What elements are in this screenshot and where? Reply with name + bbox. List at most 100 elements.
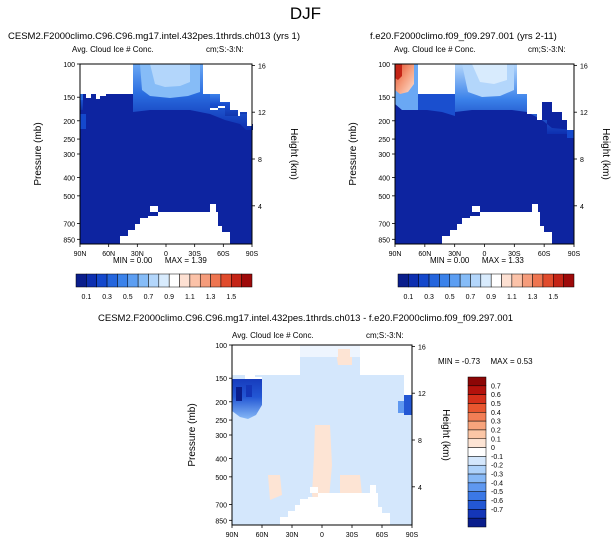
height-ticks-top-left: 16 12 8 4: [252, 63, 266, 211]
colorbar-swatch: [467, 438, 487, 448]
pressure-tick-label: 150: [378, 95, 390, 102]
colorbar-label: 0.6: [491, 392, 501, 399]
colorbar-label: 0.3: [102, 294, 112, 301]
colorbar-swatch: [467, 509, 487, 519]
colorbar-swatch: [137, 273, 149, 288]
units-label-right: cm;S:-3:N:: [528, 45, 566, 54]
height-tick-label: 8: [418, 438, 422, 445]
colorbar-swatch: [459, 273, 471, 288]
lat-tick-label: 0: [164, 251, 168, 258]
lat-tick-label: 90N: [389, 251, 402, 258]
colorbar-label: 1.1: [185, 294, 195, 301]
colorbar-swatch: [96, 273, 108, 288]
colorbar-label: -0.1: [491, 454, 503, 461]
height-tick-label: 12: [418, 391, 426, 398]
lat-ticks-diff: 90N 60N 30N 0 30S 60S 90S: [226, 525, 419, 539]
pressure-axis-label: Pressure (mb): [33, 122, 44, 185]
colorbar-swatch: [467, 403, 487, 413]
lat-tick-label: 30N: [286, 532, 299, 539]
height-axis-label: Height (km): [288, 128, 299, 180]
max-value: 0.53: [516, 357, 533, 366]
colorbar-label: -0.4: [491, 480, 503, 487]
colorbar-swatch: [467, 420, 487, 431]
height-tick-label: 4: [418, 485, 422, 492]
colorbar-label: 0.3: [491, 419, 501, 426]
pressure-tick-label: 500: [215, 475, 227, 482]
height-tick-label: 16: [258, 63, 266, 70]
height-tick-label: 16: [580, 63, 588, 70]
colorbar-swatch: [75, 273, 87, 288]
lat-tick-label: 90S: [246, 251, 259, 258]
colorbar-swatch: [418, 273, 430, 288]
plot-difference: 100 150 200 250 300 400 500 700 850 90N 60N 30N 0 30…: [187, 343, 451, 539]
height-tick-label: 8: [580, 157, 584, 164]
colorbar-swatch: [467, 385, 487, 395]
pressure-tick-label: 200: [378, 119, 390, 126]
pressure-tick-label: 250: [215, 418, 227, 425]
max-label: MAX =: [164, 256, 190, 265]
colorbar-swatch: [521, 273, 533, 288]
height-tick-label: 12: [580, 110, 588, 117]
min-value: 0.00: [453, 256, 470, 265]
pressure-tick-label: 850: [215, 518, 227, 525]
height-axis-label: Height (km): [600, 128, 611, 180]
colorbar-label: 0.3: [424, 294, 434, 301]
min-label: MIN =: [438, 357, 460, 366]
plot-top-left: 100 150 200 250 300 400 500 700 850 90N 60N 30N 0 30…: [33, 62, 299, 258]
colorbar-label: 0.7: [144, 294, 154, 301]
pressure-tick-label: 100: [63, 62, 75, 69]
colorbar-swatch: [117, 273, 129, 288]
height-axis-label: Height (km): [440, 409, 451, 461]
colorbar-swatch: [467, 456, 487, 466]
lat-tick-label: 30S: [508, 251, 521, 258]
colorbar-swatch: [467, 517, 487, 528]
colorbar-swatch: [408, 273, 419, 288]
max-label: MAX =: [490, 357, 515, 366]
height-ticks-top-right: 16 12 8 4: [574, 63, 588, 211]
pressure-tick-label: 400: [378, 176, 390, 183]
lat-tick-label: 90S: [406, 532, 419, 539]
variable-label-diff: Avg. Cloud Ice # Conc.: [232, 331, 314, 340]
max-value: 1.39: [191, 256, 207, 265]
variable-label-left: Avg. Cloud Ice # Conc.: [72, 45, 154, 54]
field-difference: [232, 345, 412, 525]
colorbar-label: -0.6: [491, 498, 503, 505]
colorbar-swatch: [467, 412, 487, 422]
colorbar-label: 0.1: [491, 436, 501, 443]
pressure-ticks-diff: 100 150 200 250 300 400 500 700 850: [215, 343, 232, 525]
pressure-axis-label: Pressure (mb): [187, 403, 198, 466]
colorbar-swatch: [179, 273, 191, 288]
lat-tick-label: 60N: [256, 532, 269, 539]
colorbar-swatch: [86, 273, 97, 288]
colorbar-swatch: [563, 273, 575, 288]
pressure-tick-label: 700: [63, 221, 75, 228]
colorbar-swatch: [532, 273, 544, 288]
colorbar-swatch: [553, 273, 564, 288]
colorbar-difference: 0.7 0.6 0.5 0.4 0.30.2 0.1 0 -0.1 -0.2 -0.3-0.4 -0…: [467, 376, 503, 528]
colorbar-label: 0.9: [164, 294, 174, 301]
field-top-left: [80, 64, 253, 244]
pressure-tick-label: 400: [215, 457, 227, 464]
colorbar-swatch: [241, 273, 253, 288]
panel-title-left: CESM2.F2000climo.C96.C96.mg17.intel.432p…: [8, 31, 301, 42]
colorbar-swatch: [158, 273, 170, 288]
colorbar-swatch: [467, 394, 487, 404]
units-label-diff: cm;S:-3:N:: [366, 331, 404, 340]
height-ticks-diff: 16 12 8 4: [412, 344, 426, 492]
colorbar-swatch: [490, 273, 502, 288]
lat-ticks-top-right: 90N 60N 30N 0 30S 60S 90S: [389, 244, 581, 258]
pressure-tick-label: 850: [63, 237, 75, 244]
minmax-top-right: MIN = 0.00 MAX = 1.33: [430, 256, 524, 265]
colorbar-swatch: [397, 273, 409, 288]
lat-tick-label: 90S: [568, 251, 581, 258]
height-tick-label: 16: [418, 344, 426, 351]
colorbar-swatch: [467, 464, 487, 475]
colorbar-swatch: [467, 447, 487, 457]
lat-tick-label: 60S: [376, 532, 389, 539]
lat-tick-label: 30N: [131, 251, 144, 258]
colorbar-label: 0.9: [486, 294, 496, 301]
colorbar-label: 0.5: [123, 294, 133, 301]
colorbar-swatch: [467, 473, 487, 484]
colorbar-swatch: [511, 273, 523, 288]
pressure-tick-label: 250: [378, 137, 390, 144]
